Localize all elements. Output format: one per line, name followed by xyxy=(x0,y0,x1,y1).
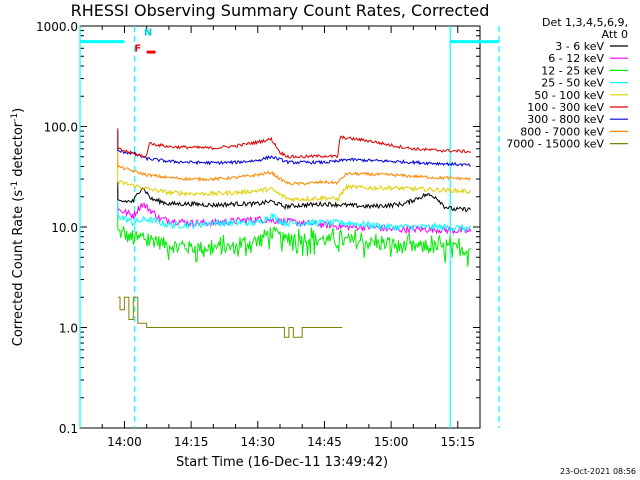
flag-marker-f: F xyxy=(134,43,141,54)
legend-label-6-12-kev: 6 - 12 keV xyxy=(548,52,604,65)
annotations: NF xyxy=(79,26,500,428)
series-50-100-kev xyxy=(117,161,472,203)
series-12-25-kev xyxy=(117,211,472,267)
x-tick-label: 15:00 xyxy=(374,435,409,449)
legend-label-50-100-kev: 50 - 100 keV xyxy=(534,89,604,102)
y-tick-label: 1000.0 xyxy=(36,20,78,34)
series-800-7000-kev xyxy=(117,146,471,186)
series-7000-15000-kev xyxy=(117,296,343,338)
legend-label-7000-15000-kev: 7000 - 15000 keV xyxy=(506,138,604,151)
legend-label-25-50-kev: 25 - 50 keV xyxy=(541,77,604,90)
y-tick-label: 1.0 xyxy=(59,322,78,336)
series-group xyxy=(117,128,472,338)
x-tick-label: 14:45 xyxy=(307,435,342,449)
legend-label-800-7000-kev: 800 - 7000 keV xyxy=(520,125,604,138)
legend-header-detectors: Det 1,3,4,5,6,9, xyxy=(542,16,628,29)
x-tick-label: 15:15 xyxy=(440,435,475,449)
x-axis-label: Start Time (16-Dec-11 13:49:42) xyxy=(176,455,388,470)
y-tick-label: 0.1 xyxy=(59,422,78,436)
footer-timestamp: 23-Oct-2021 08:56 xyxy=(560,467,636,476)
y-tick-label: 10.0 xyxy=(51,221,78,235)
legend-label-3-6-kev: 3 - 6 keV xyxy=(555,40,604,53)
y-axis-label: Corrected Count Rate (s-1 detector-1) xyxy=(10,108,26,346)
legend-label-12-25-kev: 12 - 25 keV xyxy=(541,64,604,77)
x-axis: 14:00 14:15 14:30 14:45 15:00 15:15 xyxy=(79,26,481,449)
flag-marker-n: N xyxy=(144,28,152,39)
series-300-800-kev xyxy=(117,130,471,167)
y-tick-label: 100.0 xyxy=(44,121,78,135)
series-25-50-kev xyxy=(117,195,472,234)
series-3-6-kev xyxy=(117,180,472,213)
legend-label-100-300-kev: 100 - 300 keV xyxy=(527,101,604,114)
chart-title: RHESSI Observing Summary Count Rates, Co… xyxy=(71,1,490,20)
x-tick-label: 14:15 xyxy=(174,435,209,449)
series-100-300-kev xyxy=(117,128,472,159)
legend-header-attenuator: Att 0 xyxy=(602,28,628,41)
legend-label-300-800-kev: 300 - 800 keV xyxy=(527,113,604,126)
x-tick-label: 14:30 xyxy=(240,435,275,449)
y-axis: 0.1 1.0 10.0 100.0 1000.0 xyxy=(36,20,480,436)
x-tick-label: 14:00 xyxy=(107,435,142,449)
